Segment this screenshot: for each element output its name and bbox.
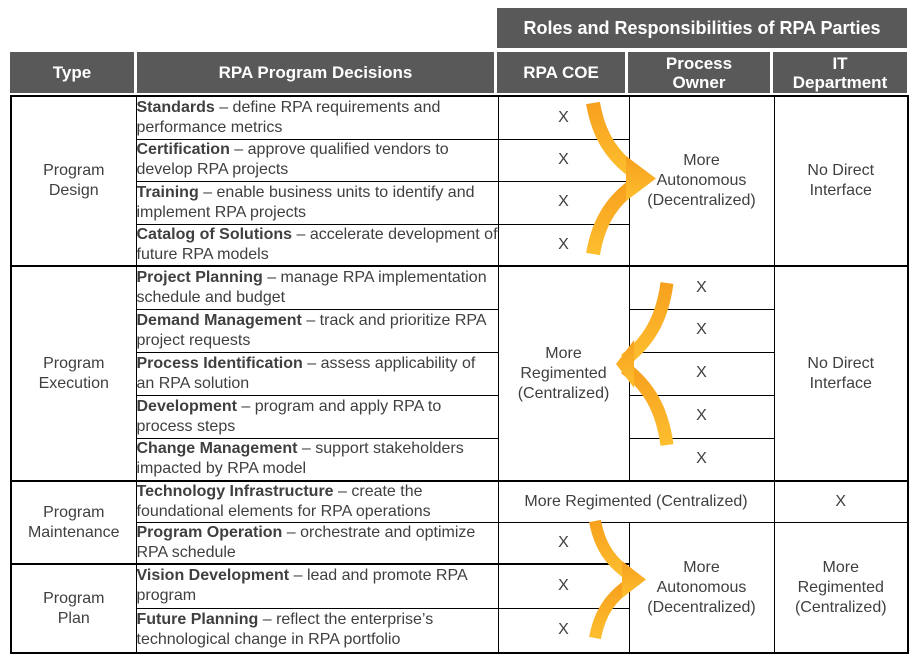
x-mark: X xyxy=(696,364,707,382)
decision-term: Change Management xyxy=(136,440,298,458)
decision-term: Training xyxy=(136,183,199,201)
decision-term: Demand Management xyxy=(136,311,302,329)
coe-mark-cell: X xyxy=(497,563,630,609)
coe-mark-cell: X xyxy=(497,223,630,267)
x-mark: X xyxy=(696,321,707,339)
decision-cell-training: Training – enable business units to iden… xyxy=(135,180,499,225)
decision-desc: – accelerate development of future RPA m… xyxy=(136,225,498,263)
x-mark: X xyxy=(835,492,847,510)
decision-cell-catalog-of-solutions: Catalog of Solutions – accelerate develo… xyxy=(135,223,499,267)
table-banner-title: Roles and Responsibilities of RPA Partie… xyxy=(497,8,907,48)
x-mark: X xyxy=(558,108,569,126)
process-owner-mark-cell: X xyxy=(628,265,775,310)
it-mark-cell: X xyxy=(773,480,909,523)
it-note-cell: No Direct Interface xyxy=(773,265,909,482)
column-header-process-owner: Process Owner xyxy=(628,52,770,93)
decision-term: Vision Development xyxy=(136,567,290,585)
decision-cell-change-management: Change Management – support stakeholders… xyxy=(135,437,499,482)
it-note-cell: No Direct Interface xyxy=(773,95,909,267)
decision-cell-demand-management: Demand Management – track and prioritize… xyxy=(135,308,499,353)
decision-cell-program-operation: Program Operation – orchestrate and opti… xyxy=(135,522,499,565)
x-mark: X xyxy=(558,621,569,639)
decision-term: Project Planning xyxy=(136,268,263,286)
x-mark: X xyxy=(558,533,569,551)
decision-term: Development xyxy=(136,397,237,415)
column-header-decisions: RPA Program Decisions xyxy=(137,52,494,93)
decision-term: Program Operation xyxy=(136,524,283,541)
coe-mark-cell: X xyxy=(497,180,630,225)
type-cell-program-execution: Program Execution xyxy=(10,265,137,482)
decision-cell-project-planning: Project Planning – manage RPA implementa… xyxy=(135,265,499,310)
decision-desc: – reflect the enterprise’s technological… xyxy=(136,611,434,649)
coe-mark-cell: X xyxy=(497,138,630,182)
column-header-rpa-coe: RPA COE xyxy=(497,52,625,93)
coe-po-merged-note-cell: More Regimented (Centralized) xyxy=(497,480,775,523)
decision-cell-technology-infrastructure: Technology Infrastructure – create the f… xyxy=(135,480,499,523)
rpa-roles-table: Program Design Standards – define RPA re… xyxy=(10,95,909,654)
decision-cell-standards: Standards – define RPA requirements and … xyxy=(135,95,499,140)
x-mark: X xyxy=(696,278,707,296)
coe-mark-cell: X xyxy=(497,95,630,140)
x-mark: X xyxy=(696,407,707,425)
decision-cell-vision-development: Vision Development – lead and promote RP… xyxy=(135,563,499,609)
decision-cell-process-identification: Process Identification – assess applicab… xyxy=(135,351,499,396)
decision-desc: – orchestrate and optimize RPA schedule xyxy=(136,524,476,561)
decision-term: Certification xyxy=(136,141,230,158)
it-note-cell: More Regimented (Centralized) xyxy=(773,522,909,654)
type-cell-program-maintenance: Program Maintenance xyxy=(10,480,137,565)
decision-desc: – manage RPA implementation schedule and… xyxy=(136,268,487,306)
x-mark: X xyxy=(696,450,707,468)
process-owner-mark-cell: X xyxy=(628,351,775,396)
decision-term: Standards xyxy=(136,98,215,116)
decision-desc: – define RPA requirements and performanc… xyxy=(136,98,441,136)
process-owner-mark-cell: X xyxy=(628,437,775,482)
decision-term: Process Identification xyxy=(136,354,303,372)
decision-desc: – program and apply RPA to process steps xyxy=(136,397,442,435)
decision-term: Future Planning xyxy=(136,611,259,629)
x-mark: X xyxy=(558,577,569,595)
x-mark: X xyxy=(558,235,569,253)
x-mark: X xyxy=(558,150,569,168)
process-owner-mark-cell: X xyxy=(628,308,775,353)
decision-desc: – assess applicability of an RPA solutio… xyxy=(136,354,476,392)
coe-note-cell: More Regimented (Centralized) xyxy=(497,265,630,482)
column-header-type: Type xyxy=(10,52,134,93)
decision-desc: – create the foundational elements for R… xyxy=(136,483,431,520)
decision-desc: – lead and promote RPA program xyxy=(136,567,467,605)
decision-term: Catalog of Solutions xyxy=(136,225,293,243)
column-header-it-department: IT Department xyxy=(773,52,907,93)
x-mark: X xyxy=(558,193,569,211)
process-owner-note-cell: More Autonomous (Decentralized) xyxy=(628,522,775,654)
coe-mark-cell: X xyxy=(497,607,630,654)
decision-desc: – track and prioritize RPA project reque… xyxy=(136,311,486,349)
decision-term: Technology Infrastructure xyxy=(136,483,334,500)
type-cell-program-plan: Program Plan xyxy=(10,563,137,654)
type-cell-program-design: Program Design xyxy=(10,95,137,267)
decision-cell-future-planning: Future Planning – reflect the enterprise… xyxy=(135,607,499,654)
decision-cell-development: Development – program and apply RPA to p… xyxy=(135,394,499,439)
decision-cell-certification: Certification – approve qualified vendor… xyxy=(135,138,499,182)
coe-mark-cell: X xyxy=(497,522,630,565)
decision-desc: – enable business units to identify and … xyxy=(136,183,475,221)
process-owner-mark-cell: X xyxy=(628,394,775,439)
decision-desc: – approve qualified vendors to develop R… xyxy=(136,141,449,178)
decision-desc: – support stakeholders impacted by RPA m… xyxy=(136,440,464,478)
process-owner-note-cell: More Autonomous (Decentralized) xyxy=(628,95,775,267)
